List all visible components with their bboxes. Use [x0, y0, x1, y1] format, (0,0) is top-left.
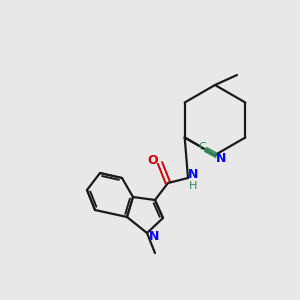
Text: O: O — [148, 154, 158, 167]
Text: C: C — [199, 142, 207, 152]
Text: N: N — [215, 152, 226, 165]
Text: N: N — [149, 230, 159, 244]
Text: N: N — [188, 169, 198, 182]
Text: H: H — [189, 181, 197, 191]
